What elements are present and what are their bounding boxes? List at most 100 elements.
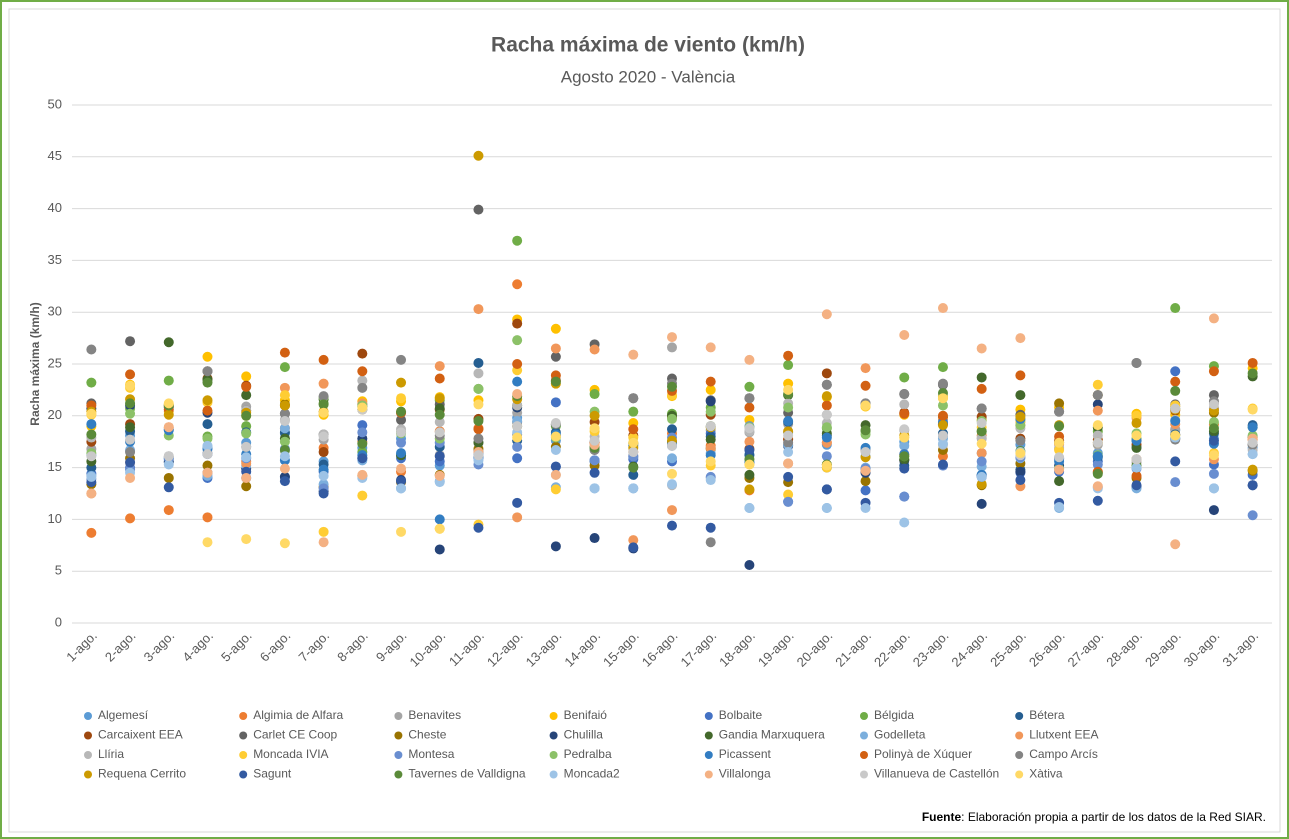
point — [1054, 406, 1065, 417]
point — [512, 389, 523, 400]
point — [860, 476, 871, 487]
point — [550, 351, 561, 362]
point — [279, 423, 290, 434]
point — [744, 559, 755, 570]
y-tick-label: 15 — [48, 459, 62, 474]
point — [1015, 448, 1026, 459]
point — [357, 382, 368, 393]
point — [667, 413, 677, 424]
point — [86, 344, 97, 355]
point — [783, 384, 794, 395]
point — [434, 451, 445, 462]
point — [279, 400, 290, 411]
point — [512, 376, 523, 387]
point — [628, 542, 639, 553]
point — [744, 381, 755, 392]
point — [473, 304, 484, 315]
point — [202, 433, 213, 444]
point — [1170, 376, 1181, 387]
point — [1054, 421, 1065, 432]
point — [667, 381, 677, 392]
point — [125, 422, 136, 433]
point — [125, 408, 136, 419]
point — [202, 460, 213, 471]
point — [1131, 454, 1142, 465]
point — [550, 418, 561, 429]
point — [1247, 510, 1258, 521]
point — [1054, 444, 1065, 455]
point — [86, 429, 97, 440]
point — [821, 309, 832, 320]
point — [434, 361, 445, 372]
legend-marker — [394, 751, 403, 759]
point — [86, 419, 97, 430]
point — [202, 419, 213, 430]
point — [125, 380, 136, 391]
point — [125, 447, 136, 458]
point — [512, 279, 523, 290]
point — [705, 475, 716, 486]
point — [279, 415, 290, 426]
point — [899, 389, 910, 400]
y-tick-label: 0 — [55, 614, 62, 629]
legend-label: Chulilla — [564, 728, 604, 742]
point — [241, 381, 252, 392]
point — [783, 415, 794, 426]
y-tick-label: 20 — [48, 407, 62, 422]
point — [705, 421, 716, 432]
point — [279, 390, 290, 401]
point — [976, 343, 987, 354]
point — [550, 431, 561, 442]
point — [357, 402, 368, 413]
point — [821, 400, 832, 411]
point — [821, 460, 832, 471]
point — [899, 329, 910, 340]
legend-marker — [704, 751, 713, 759]
point — [860, 380, 871, 391]
point — [744, 459, 755, 470]
point — [976, 403, 987, 414]
point — [279, 382, 290, 393]
point — [434, 514, 445, 525]
point — [396, 393, 407, 404]
point — [1092, 405, 1103, 416]
legend-label: Requena Cerrito — [98, 767, 186, 781]
point — [628, 483, 639, 494]
point — [667, 332, 677, 343]
chart-title: Racha máxima de viento (km/h) — [491, 34, 805, 57]
point — [550, 343, 561, 354]
point — [86, 527, 97, 538]
point — [1208, 505, 1219, 516]
point — [744, 469, 755, 480]
point — [1208, 483, 1219, 494]
legend-marker — [1015, 712, 1024, 720]
point — [976, 456, 987, 467]
point — [512, 441, 523, 452]
legend-label: Campo Arcís — [1029, 747, 1098, 761]
point — [202, 440, 213, 451]
point — [396, 406, 407, 417]
legend-label: Gandia Marxuquera — [719, 728, 825, 742]
point — [357, 366, 368, 377]
point — [667, 468, 677, 479]
legend-marker — [1015, 770, 1024, 779]
point — [241, 472, 252, 483]
point — [705, 434, 716, 445]
point — [434, 544, 445, 555]
point — [202, 449, 213, 460]
point — [86, 408, 97, 419]
point — [899, 399, 910, 410]
point — [1054, 501, 1065, 512]
point — [976, 498, 987, 509]
point — [434, 373, 445, 384]
point — [396, 427, 407, 438]
point — [396, 354, 407, 365]
point — [628, 535, 639, 546]
point — [860, 503, 871, 514]
point — [512, 512, 523, 523]
point — [667, 520, 677, 531]
legend-marker — [860, 712, 868, 720]
point — [783, 350, 794, 361]
point — [821, 503, 832, 514]
